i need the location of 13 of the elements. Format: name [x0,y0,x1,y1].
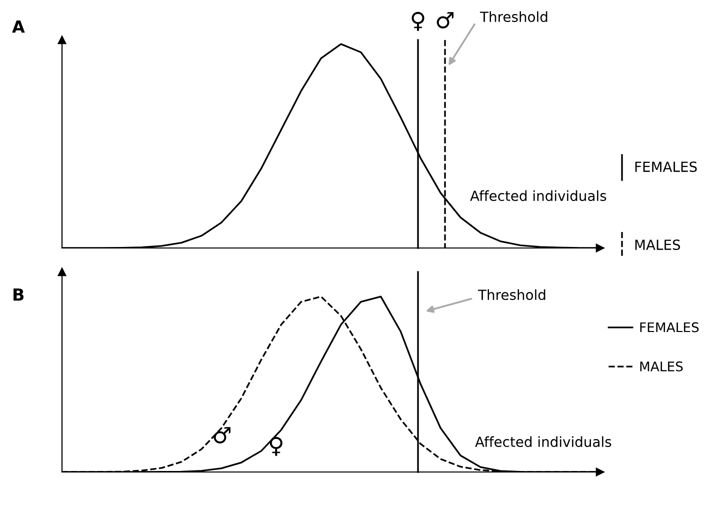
annotation: Affected individuals [470,190,606,202]
annotation: Affected individuals [475,436,612,448]
text: FEMALES [635,162,697,172]
text: ♀ [412,12,424,31]
text: Threshold [480,11,548,22]
text: MALES [635,240,680,250]
chart-title: B [14,288,24,301]
legend-label: FEMALES [640,322,699,332]
annotation: Threshold [478,289,546,300]
text: ♂ [436,12,454,28]
legend-label: MALES [640,361,683,372]
chart-title: A [12,20,25,33]
annotation: ♂ [214,427,230,444]
